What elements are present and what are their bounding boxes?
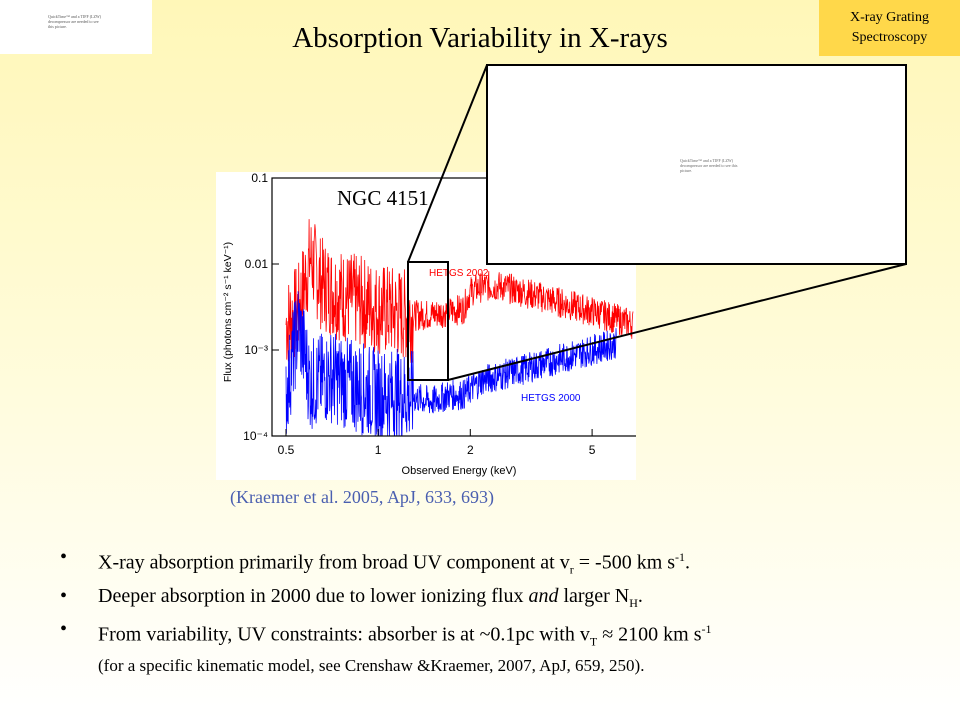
badge-line-2: Spectroscopy <box>851 30 928 45</box>
zoomed-spectrum-placeholder: QuickTime™ and a TIFF (LZW) decompressor… <box>486 64 907 265</box>
badge-line-1: X-ray Grating <box>850 10 929 25</box>
object-label: NGC 4151 <box>337 186 429 210</box>
legend-hetgs-2002: HETGS 2002 <box>429 268 489 279</box>
x-tick-label: 2 <box>467 443 474 457</box>
x-tick-label: 0.5 <box>278 443 295 457</box>
logo-placeholder-text: QuickTime™ and a TIFF (LZW) decompressor… <box>48 14 102 29</box>
citation: (Kraemer et al. 2005, ApJ, 633, 693) <box>230 487 494 507</box>
x-tick-label: 5 <box>589 443 596 457</box>
x-tick-label: 1 <box>375 443 382 457</box>
y-tick-label: 10⁻⁴ <box>243 429 268 443</box>
y-tick-label: 10⁻³ <box>244 343 268 357</box>
y-tick-label: 0.1 <box>251 172 268 185</box>
bullet-dot: • <box>60 546 68 568</box>
bullet-2: • Deeper absorption in 2000 due to lower … <box>60 584 643 610</box>
bullet-1: • X-ray absorption primarily from broad U… <box>60 546 691 577</box>
x-axis-label: Observed Energy (keV) <box>402 465 517 477</box>
bullet-3-note: (for a specific kinematic model, see Cre… <box>98 656 645 676</box>
section-badge: X-ray Grating Spectroscopy <box>819 0 960 56</box>
logo-placeholder-image: QuickTime™ and a TIFF (LZW) decompressor… <box>0 0 152 54</box>
bullet-list: • X-ray absorption primarily from broad U… <box>60 544 940 678</box>
slide-title: Absorption Variability in X-rays <box>292 22 668 54</box>
bullet-dot: • <box>60 617 68 640</box>
y-tick-label: 0.01 <box>245 257 269 271</box>
y-axis-label: Flux (photons cm⁻² s⁻¹ keV⁻¹) <box>222 242 234 382</box>
legend-hetgs-2000: HETGS 2000 <box>521 393 581 404</box>
bullet-3: • From variability, UV constraints: absor… <box>60 617 712 649</box>
bullet-dot: • <box>60 584 68 607</box>
zoom-placeholder-text: QuickTime™ and a TIFF (LZW) decompressor… <box>680 158 738 173</box>
